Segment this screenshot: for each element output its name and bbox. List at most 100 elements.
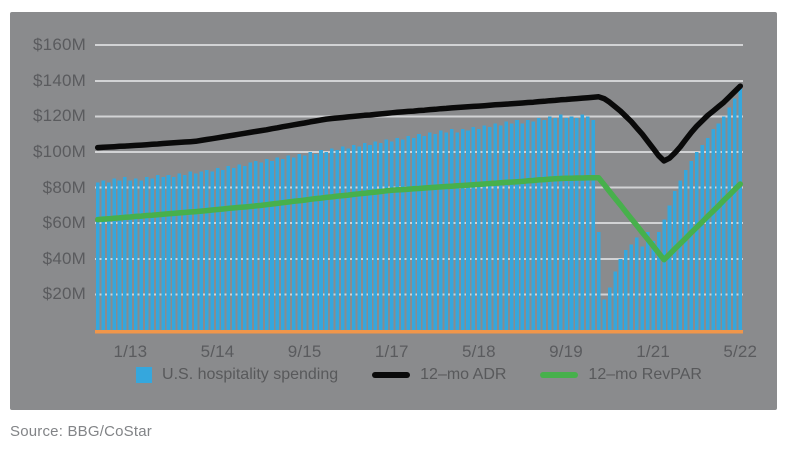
y-axis-label: $100M: [33, 142, 86, 161]
legend-label-revpar: 12–mo RevPAR: [588, 366, 702, 383]
spending-bar: [493, 123, 498, 331]
spending-bar: [330, 148, 334, 330]
spending-bar: [117, 180, 122, 330]
spending-bar: [569, 116, 574, 331]
spending-bar: [417, 134, 421, 330]
legend-item-adr: 12–mo ADR: [372, 366, 506, 384]
spending-bar: [395, 137, 399, 330]
spending-bar: [602, 299, 606, 330]
spending-bar: [531, 121, 536, 331]
spending-bar: [128, 180, 133, 330]
spending-bar: [373, 141, 378, 330]
spending-bar: [694, 152, 699, 330]
spending-bar: [177, 173, 182, 330]
spending-bar: [635, 237, 639, 330]
spending-bar: [471, 127, 476, 330]
spending-bar: [689, 160, 694, 330]
spending-bar: [123, 176, 127, 330]
spending-bar: [537, 118, 541, 331]
spending-bar: [101, 180, 105, 330]
spending-bar: [144, 176, 149, 330]
spending-bar: [406, 135, 410, 330]
spending-bar: [477, 128, 481, 330]
spending-bar: [656, 232, 661, 330]
adr-line-icon: [372, 372, 411, 378]
spending-bar: [705, 137, 710, 330]
spending-bar: [645, 232, 650, 330]
spending-bar: [498, 125, 503, 330]
x-axis-label: 5/22: [723, 342, 758, 361]
spending-bar: [193, 173, 198, 330]
spending-bar: [733, 98, 737, 330]
spending-bar: [95, 182, 100, 330]
y-axis-label: $140M: [33, 70, 86, 90]
chart-legend: U.S. hospitality spending 12–mo ADR 12–m…: [95, 366, 743, 384]
spending-bar: [640, 246, 645, 330]
spending-bar: [183, 175, 187, 330]
spending-bar: [112, 178, 116, 330]
spending-bar: [248, 162, 252, 330]
spending-swatch-icon: [136, 367, 153, 383]
spending-bar: [188, 171, 193, 330]
spending-bar: [607, 287, 612, 330]
spending-bar: [596, 232, 601, 330]
spending-bar: [542, 119, 547, 331]
spending-bar: [684, 169, 688, 330]
spending-bar: [580, 114, 585, 331]
spending-bar: [700, 144, 704, 330]
spending-bar: [727, 107, 732, 330]
spending-bar: [526, 119, 530, 331]
spending-bar: [253, 160, 258, 330]
legend-item-spending: U.S. hospitality spending: [136, 366, 338, 384]
spending-bar: [106, 182, 111, 330]
spending-bar: [232, 168, 236, 330]
spending-bar: [466, 130, 470, 330]
spending-bar: [155, 175, 160, 330]
spending-bar: [281, 159, 285, 330]
spending-bar: [509, 123, 514, 331]
spending-bar: [221, 169, 225, 330]
y-axis-label: $160M: [33, 35, 86, 55]
spending-bar: [716, 123, 721, 331]
spending-bar: [319, 150, 323, 330]
spending-bar: [449, 128, 454, 330]
x-axis-label: 9/19: [549, 342, 583, 361]
spending-bar: [439, 130, 443, 330]
spending-bar: [547, 116, 552, 331]
spending-bar: [150, 178, 154, 330]
spending-bar: [210, 171, 214, 330]
spending-bar: [259, 162, 263, 330]
adr-line: [94, 83, 744, 164]
spending-bar: [291, 157, 296, 330]
legend-label-adr: 12–mo ADR: [420, 366, 507, 383]
spending-bar: [308, 152, 312, 330]
spending-bar: [379, 143, 383, 330]
spending-bar: [172, 176, 176, 330]
spending-bar: [662, 219, 666, 330]
spending-bar: [428, 132, 432, 330]
y-axis-label: $120M: [33, 106, 86, 126]
spending-bar: [264, 159, 269, 330]
x-axis-label: 5/18: [461, 342, 496, 361]
spending-bar: [335, 150, 340, 330]
spending-bar: [297, 153, 301, 330]
spending-bar: [629, 244, 634, 330]
x-axis-label: 1/21: [636, 342, 671, 361]
spending-bar: [237, 164, 242, 330]
x-axis-label: 9/15: [287, 342, 322, 361]
legend-item-revpar: 12–mo RevPAR: [540, 366, 702, 384]
spending-bar: [586, 116, 590, 331]
spending-bar: [575, 118, 579, 331]
y-axis-label: $20M: [42, 284, 86, 304]
spending-bar: [242, 166, 247, 330]
y-axis-label: $40M: [42, 248, 86, 268]
spending-bar: [618, 258, 623, 330]
spending-bar: [324, 152, 329, 330]
spending-bar: [215, 168, 220, 330]
spending-bar: [678, 180, 683, 330]
chart-panel: $160M $140M $120M $100M $80M $60M $40M $20M 1/1…: [10, 12, 777, 410]
spending-bar: [460, 128, 465, 330]
chart-plot: [94, 44, 744, 334]
spending-bar: [433, 134, 438, 330]
spending-bar: [515, 119, 519, 331]
